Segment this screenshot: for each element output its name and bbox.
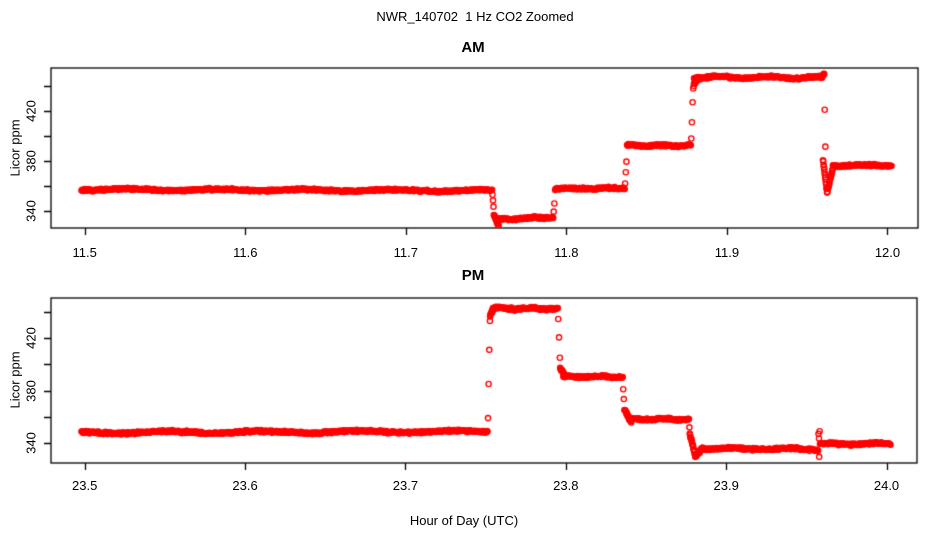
- am-y-tick-label: 420: [23, 100, 39, 122]
- am-y-tick-label: 340: [23, 200, 39, 222]
- am-y-tick-label: 380: [23, 150, 39, 172]
- pm-x-tick-label: 23.9: [713, 478, 739, 493]
- pm-y-tick-label: 340: [23, 432, 39, 454]
- am-x-tick-label: 11.9: [714, 245, 740, 260]
- pm-x-tick-label: 23.6: [232, 478, 258, 493]
- am-x-tick-label: 12.0: [874, 245, 901, 260]
- am-x-tick-label: 11.5: [72, 245, 97, 260]
- main-title: NWR_140702 1 Hz CO2 Zoomed: [376, 9, 574, 24]
- am-x-tick-label: 11.7: [393, 245, 418, 260]
- pm-x-tick-label: 23.5: [72, 478, 98, 493]
- pm-x-tick-label: 23.8: [553, 478, 579, 493]
- am-y-axis-label: Licor ppm: [7, 119, 23, 177]
- x-axis-label: Hour of Day (UTC): [409, 513, 519, 528]
- am-x-tick-label: 11.6: [233, 245, 258, 260]
- pm-y-tick-label: 380: [23, 379, 39, 402]
- pm-panel-title: PM: [461, 267, 485, 284]
- pm-x-tick-label: 24.0: [873, 478, 900, 493]
- am-x-tick-label: 11.8: [554, 245, 579, 260]
- pm-x-tick-label: 23.7: [392, 478, 419, 493]
- pm-y-tick-label: 420: [23, 327, 39, 349]
- pm-y-axis-label: Licor ppm: [7, 351, 23, 409]
- am-panel-title: AM: [461, 39, 485, 56]
